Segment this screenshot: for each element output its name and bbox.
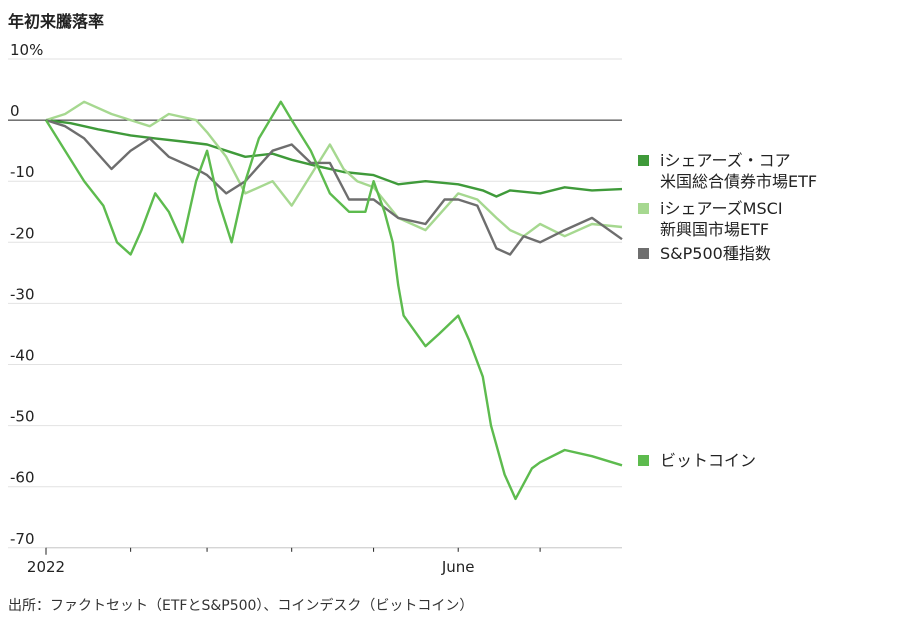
series-line-1: [45, 100, 623, 238]
legend-label-line: ビットコイン: [660, 451, 757, 470]
legend-swatch: [638, 155, 649, 166]
y-tick-label: -50: [10, 408, 35, 426]
legend-label-line: iシェアーズMSCI: [660, 199, 783, 218]
chart-title: 年初来騰落率: [8, 12, 105, 31]
y-tick-label: 0: [10, 102, 20, 120]
series-lines: [44, 100, 623, 501]
series-line-3: [44, 100, 623, 501]
y-tick-label: -70: [10, 530, 35, 548]
legend-label-line: 新興国市場ETF: [660, 220, 770, 239]
legend-label: ビットコイン: [660, 450, 756, 471]
series-line-2: [45, 118, 623, 256]
legend-swatch: [638, 203, 649, 214]
y-tick-label: -40: [10, 347, 35, 365]
legend-swatch: [638, 455, 649, 466]
legend-label-line: 米国総合債券市場ETF: [660, 172, 818, 191]
y-tick-label: 10%: [10, 41, 43, 59]
x-tick-label: 2022: [27, 558, 65, 576]
series-line-0: [45, 118, 623, 198]
source-note: 出所：ファクトセット（ETFとS&P500）、コインデスク（ビットコイン）: [8, 598, 474, 614]
legend-label-line: iシェアーズ・コア: [660, 151, 791, 170]
y-tick-label: -20: [10, 224, 35, 242]
y-tick-label: -10: [10, 163, 35, 181]
y-tick-label: -60: [10, 469, 35, 487]
axis-ticks: 10% 0 -10 -20 -30 -40 -50 -60 -70 2022 June: [10, 41, 541, 576]
legend-label: S&P500種指数: [660, 243, 771, 264]
legend-label: iシェアーズMSCI 新興国市場ETF: [660, 198, 783, 240]
legend-swatch: [638, 248, 649, 259]
y-tick-label: -30: [10, 285, 35, 303]
legend-label: iシェアーズ・コア米国総合債券市場ETF: [660, 150, 817, 192]
x-tick-label: June: [441, 558, 475, 576]
legend-label-line: S&P500種指数: [660, 244, 771, 263]
